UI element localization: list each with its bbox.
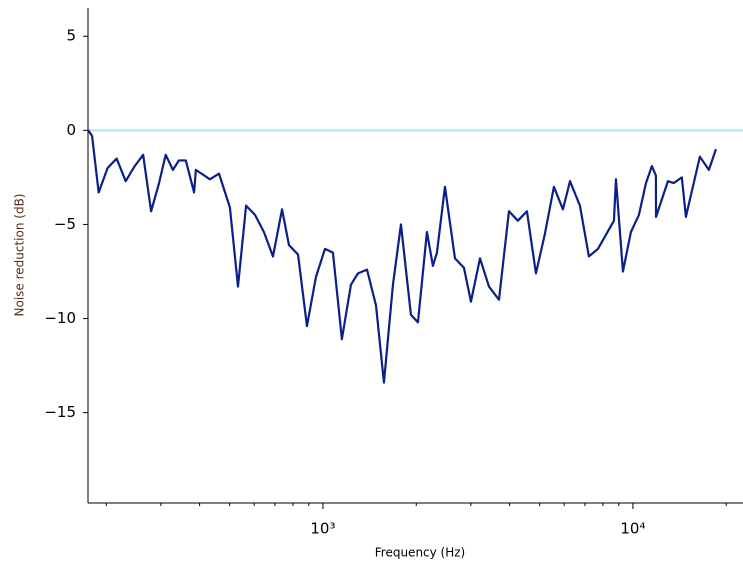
x-tick-label: 10³ xyxy=(310,520,335,538)
x-tick-label: 10⁴ xyxy=(620,520,645,538)
x-axis-label: Frequency (Hz) xyxy=(375,546,466,560)
y-tick-label: 5 xyxy=(66,27,76,45)
y-axis-label: Noise reduction (dB) xyxy=(13,194,27,317)
y-tick-label: −10 xyxy=(44,309,76,327)
y-tick-label: −15 xyxy=(44,403,76,421)
y-tick-label: −5 xyxy=(54,215,76,233)
data-line xyxy=(87,129,718,384)
y-tick-label: 0 xyxy=(66,121,76,139)
